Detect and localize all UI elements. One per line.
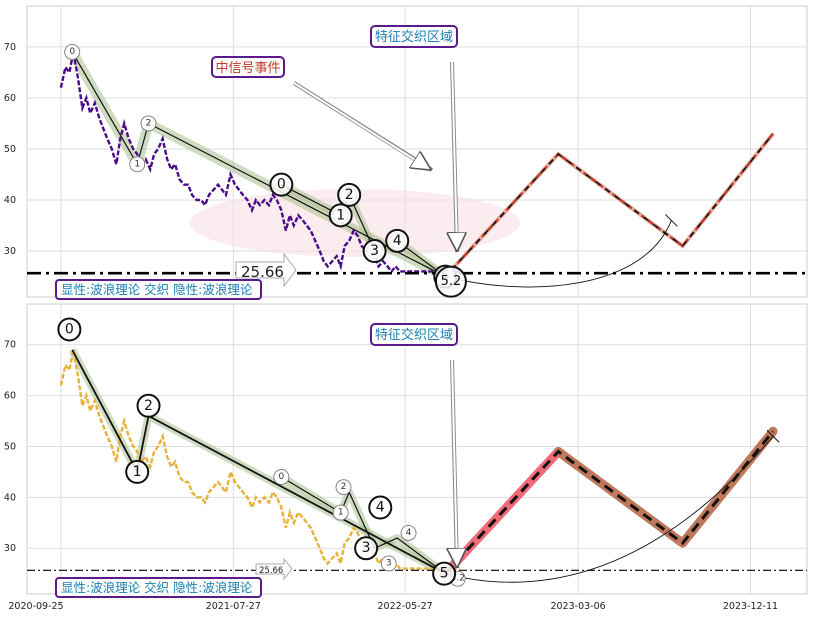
wave-line: [281, 476, 446, 575]
top-panel-y-ticks: 30 40 50 60 70: [4, 42, 16, 257]
minor-wave-label: 1: [134, 159, 140, 169]
y-tick-label: 30: [4, 246, 16, 257]
feature-zone-ellipse: [189, 188, 520, 257]
bottom-legend-box: [55, 577, 262, 598]
minor-wave-marker: [400, 524, 417, 541]
y-tick-label: 70: [4, 340, 16, 351]
major-wave-label: 5.2: [441, 274, 462, 289]
major-wave-marker: [385, 228, 410, 253]
minor-wave-label: 2: [146, 118, 152, 128]
minor-wave-label: 0: [69, 47, 75, 57]
medium-signal-arrow: [293, 82, 428, 168]
minor-wave-label: 1: [338, 508, 344, 518]
y-tick-label: 60: [4, 391, 16, 402]
top-feature-zone-callout: 特征交织区域: [370, 25, 458, 252]
top-panel-marks: 012343455.20123455.2: [27, 43, 807, 298]
bottom-support-arrow: [255, 557, 293, 581]
x-tick-label: 2023-03-06: [550, 601, 605, 612]
top-feature-zone-text: 特征交织区域: [375, 29, 453, 45]
major-wave-label: 2: [144, 398, 153, 414]
medium-signal-text: 中信号事件: [215, 61, 280, 76]
x-tick-label: 2023-12-11: [723, 601, 778, 612]
top-legend: 显性:波浪理论 交织 隐性:波浪理论: [55, 279, 262, 300]
minor-wave-marker: [140, 115, 157, 132]
bottom-feature-zone-callout: 特征交织区域: [370, 323, 458, 568]
y-tick-label: 60: [4, 93, 16, 104]
top-support-value: 25.66: [241, 263, 284, 281]
major-wave-marker: [362, 239, 387, 264]
y-tick-label: 50: [4, 441, 16, 452]
x-tick-label: 2021-07-27: [206, 601, 261, 612]
major-wave-label: 0: [65, 321, 74, 337]
minor-wave-marker: [129, 156, 146, 173]
major-wave-marker: [354, 536, 379, 561]
major-wave-label: 0: [277, 177, 286, 193]
major-wave-label: 3: [370, 243, 379, 259]
wave-line: [71, 349, 446, 575]
projection-arc: [445, 220, 672, 288]
top-feature-zone-box: [370, 25, 458, 48]
projection-arc: [445, 435, 774, 583]
major-wave-marker: [328, 203, 353, 228]
arc-end-cap: [664, 214, 678, 227]
bottom-panel-y-ticks: 30 40 50 60 70: [4, 340, 16, 555]
major-wave-label: 3: [362, 540, 371, 556]
major-wave-marker: [125, 459, 150, 484]
y-tick-label: 40: [4, 195, 16, 206]
minor-wave-marker: [380, 555, 397, 572]
major-wave-label: 4: [376, 500, 385, 516]
projection-line-black: [444, 430, 775, 575]
y-tick-label: 50: [4, 144, 16, 155]
major-wave-label: 2: [345, 187, 354, 203]
major-wave-label: 5: [440, 566, 449, 582]
bottom-feature-zone-arrow: [452, 359, 457, 564]
top-legend-text: 显性:波浪理论 交织 隐性:波浪理论: [61, 282, 253, 297]
major-wave-marker: [57, 317, 82, 342]
major-wave-label: 4: [393, 233, 402, 249]
top-legend-box: [55, 279, 262, 300]
top-support-label: 25.66: [235, 252, 297, 288]
bottom-legend-text: 显性:波浪理论 交织 隐性:波浪理论: [61, 580, 253, 595]
price-series-line: [59, 51, 460, 274]
y-tick-label: 70: [4, 42, 16, 53]
bottom-legend: 显性:波浪理论 交织 隐性:波浪理论: [55, 577, 262, 598]
major-wave-label: 1: [133, 464, 142, 480]
x-tick-label: 2020-09-25: [8, 601, 63, 612]
major-wave-marker: [136, 393, 161, 418]
minor-wave-label: 2: [341, 482, 347, 492]
top-medium-signal-callout: 中信号事件: [211, 56, 434, 172]
minor-wave-label: 4: [406, 528, 412, 538]
x-tick-label: 2022-05-27: [378, 601, 433, 612]
projection-line-black: [444, 133, 774, 278]
minor-wave-marker: [332, 504, 349, 521]
bottom-support-label: 25.66: [255, 557, 293, 581]
bottom-feature-zone-box: [370, 323, 458, 346]
y-tick-label: 40: [4, 492, 16, 503]
minor-wave-label: 0: [278, 472, 284, 482]
arc-end-cap: [766, 429, 780, 443]
minor-wave-label: 3: [386, 558, 392, 568]
top-feature-zone-arrow: [452, 61, 457, 248]
wave-line: [71, 51, 446, 278]
bottom-feature-zone-text: 特征交织区域: [375, 327, 453, 343]
minor-wave-marker: [273, 469, 290, 485]
bottom-panel-grid: [27, 304, 807, 594]
bottom-panel: 0 1 2 3 4 5.2 0 1 2 3 4 5 30 40 50 60 70: [4, 303, 808, 595]
major-wave-marker: [434, 265, 467, 298]
y-tick-label: 30: [4, 543, 16, 554]
major-wave-marker: [337, 182, 362, 207]
minor-wave-marker: [335, 479, 352, 496]
major-wave-marker: [368, 495, 393, 520]
minor-wave-marker: [64, 43, 81, 60]
medium-signal-box: [211, 56, 285, 78]
bottom-panel-marks: 0 1 2 3 4 5.2 0 1 2 3 4 5: [27, 317, 807, 587]
minor-wave-label: 5.2: [451, 574, 465, 584]
x-axis-ticks: 2020-09-25 2021-07-27 2022-05-27 2023-03-06…: [8, 601, 778, 612]
major-wave-label: 1: [336, 207, 345, 223]
major-wave-marker: [269, 172, 294, 197]
bottom-support-value: 25.66: [259, 566, 283, 576]
top-support-arrow: [235, 252, 297, 288]
